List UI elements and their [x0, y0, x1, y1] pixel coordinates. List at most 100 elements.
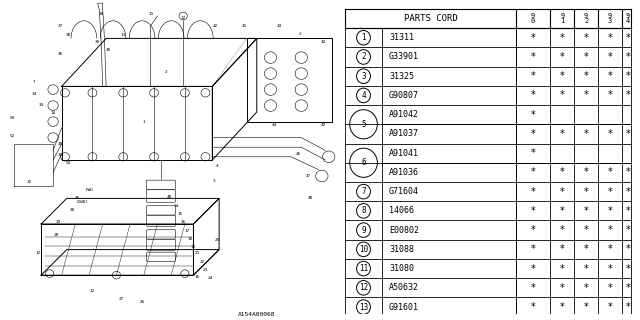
Text: *: *: [625, 52, 630, 62]
Text: (2WD): (2WD): [76, 200, 89, 204]
Text: 9
4: 9 4: [626, 13, 630, 24]
Text: *: *: [531, 244, 536, 254]
FancyBboxPatch shape: [147, 190, 175, 202]
Text: 27: 27: [119, 297, 124, 301]
Text: A91041: A91041: [389, 149, 419, 158]
Text: 9
3: 9 3: [608, 13, 612, 24]
Text: *: *: [625, 244, 630, 254]
Text: 7: 7: [361, 187, 366, 196]
Text: 2: 2: [164, 70, 168, 74]
Text: *: *: [625, 264, 630, 274]
Text: *: *: [625, 206, 630, 216]
Text: *: *: [531, 91, 536, 100]
Text: 22: 22: [200, 260, 205, 264]
Text: A91042: A91042: [389, 110, 419, 119]
Text: 12: 12: [35, 251, 40, 255]
Text: 24: 24: [208, 276, 213, 280]
Text: *: *: [625, 187, 630, 196]
Text: E00802: E00802: [389, 226, 419, 235]
Text: 9: 9: [361, 226, 366, 235]
Text: *: *: [531, 129, 536, 139]
Text: *: *: [560, 167, 564, 177]
Text: 15: 15: [177, 212, 182, 216]
Text: *: *: [560, 206, 564, 216]
Text: *: *: [560, 129, 564, 139]
Text: 36: 36: [58, 52, 63, 56]
Text: *: *: [531, 110, 536, 120]
Text: 19: 19: [191, 245, 196, 249]
FancyBboxPatch shape: [147, 215, 175, 226]
Text: 14: 14: [173, 204, 179, 208]
Text: *: *: [584, 244, 589, 254]
Text: 48: 48: [167, 195, 172, 199]
Text: *: *: [607, 167, 612, 177]
Text: *: *: [607, 283, 612, 293]
Text: 48: 48: [307, 196, 312, 200]
Text: 13: 13: [359, 302, 368, 312]
Text: 4: 4: [216, 164, 219, 168]
Text: *: *: [531, 264, 536, 274]
Text: 23: 23: [203, 268, 208, 272]
Text: 31088: 31088: [389, 245, 414, 254]
Text: *: *: [560, 33, 564, 43]
Text: 45: 45: [74, 196, 79, 200]
Text: *: *: [560, 187, 564, 196]
Text: 12: 12: [180, 16, 186, 20]
FancyBboxPatch shape: [147, 206, 175, 215]
Text: 16: 16: [180, 220, 186, 224]
Text: *: *: [625, 71, 630, 81]
Text: *: *: [584, 33, 589, 43]
Text: *: *: [607, 71, 612, 81]
Text: 53: 53: [66, 161, 71, 165]
Text: PARTS CORD: PARTS CORD: [404, 14, 458, 23]
Text: 44: 44: [271, 123, 276, 127]
Text: *: *: [607, 187, 612, 196]
Text: 50: 50: [10, 116, 15, 120]
Text: 38: 38: [66, 33, 71, 37]
Text: *: *: [584, 302, 589, 312]
Text: 33: 33: [38, 103, 44, 107]
Text: *: *: [607, 206, 612, 216]
Text: 31325: 31325: [389, 72, 414, 81]
Text: 47: 47: [305, 174, 311, 178]
Text: A91037: A91037: [389, 129, 419, 139]
Text: 21: 21: [195, 251, 200, 255]
Text: 13: 13: [120, 33, 126, 37]
Text: G33901: G33901: [389, 52, 419, 61]
Text: *: *: [531, 52, 536, 62]
Text: 25: 25: [215, 238, 220, 242]
Text: *: *: [584, 71, 589, 81]
Text: *: *: [607, 33, 612, 43]
Text: A50632: A50632: [389, 283, 419, 292]
Text: 31: 31: [58, 153, 63, 157]
Text: 10: 10: [359, 245, 368, 254]
Text: 42: 42: [213, 24, 218, 28]
Text: G90807: G90807: [389, 91, 419, 100]
Text: *: *: [584, 129, 589, 139]
Text: 34: 34: [31, 92, 37, 96]
Text: 9
0: 9 0: [531, 13, 535, 24]
Text: *: *: [531, 206, 536, 216]
Text: 4: 4: [361, 91, 366, 100]
Text: 8: 8: [361, 206, 366, 215]
Text: *: *: [584, 52, 589, 62]
Text: 9
2: 9 2: [584, 13, 588, 24]
Text: *: *: [625, 91, 630, 100]
Text: 31080: 31080: [389, 264, 414, 273]
Text: 49: 49: [58, 142, 63, 146]
Text: 6: 6: [361, 158, 366, 167]
FancyBboxPatch shape: [147, 239, 175, 250]
Text: FWD: FWD: [85, 188, 93, 192]
Text: 46: 46: [295, 152, 301, 156]
Text: A154A00068: A154A00068: [238, 312, 276, 317]
Text: *: *: [560, 71, 564, 81]
Text: *: *: [607, 244, 612, 254]
Text: *: *: [531, 187, 536, 196]
Text: *: *: [607, 264, 612, 274]
Text: 1: 1: [143, 120, 145, 124]
Text: 5: 5: [361, 120, 366, 129]
Text: *: *: [584, 225, 589, 235]
Text: 9
1: 9 1: [560, 13, 564, 24]
Text: 12: 12: [359, 283, 368, 292]
Text: 11: 11: [148, 12, 154, 16]
